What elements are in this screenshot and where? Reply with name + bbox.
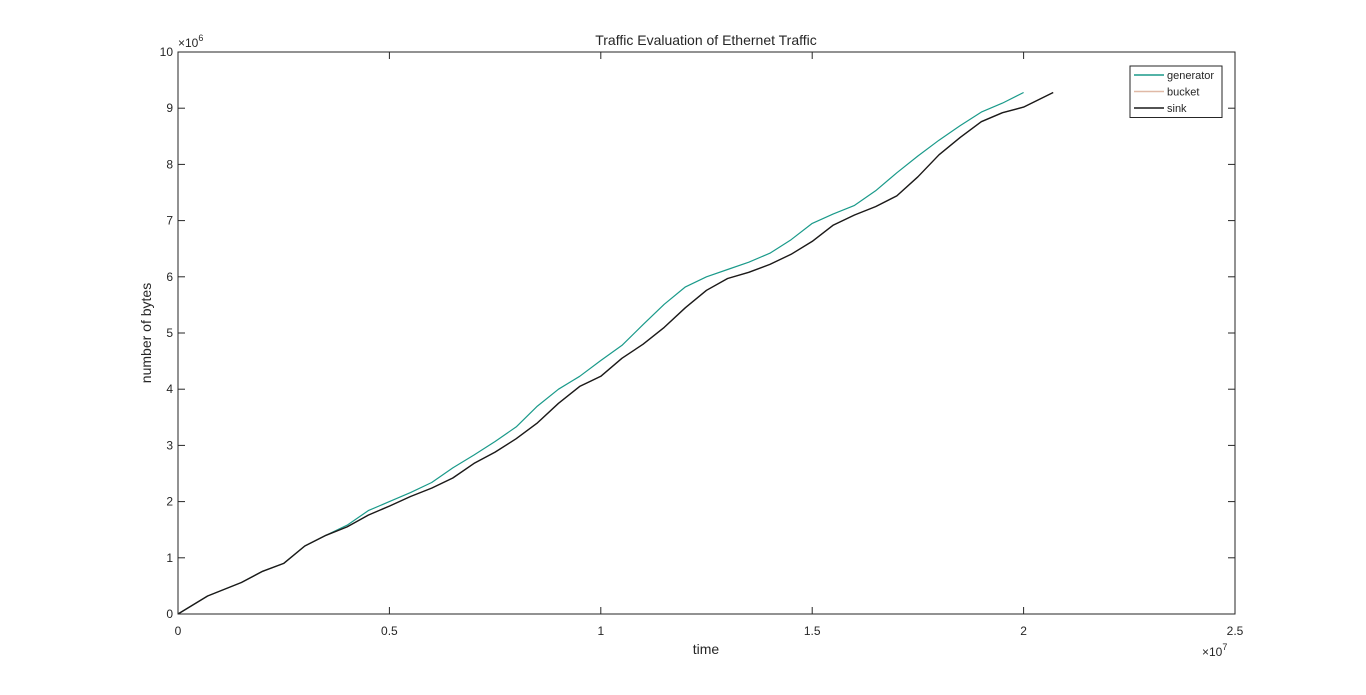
x-tick-label: 1.5 — [804, 624, 821, 638]
legend: generator bucket sink — [1129, 65, 1223, 118]
legend-label: bucket — [1167, 87, 1199, 99]
y-tick-label: 5 — [166, 326, 173, 340]
y-tick-label: 9 — [166, 101, 173, 115]
chart-title: Traffic Evaluation of Ethernet Traffic — [595, 32, 817, 48]
legend-item-generator: generator — [1134, 70, 1214, 82]
y-tick-label: 8 — [166, 157, 173, 171]
y-tick-label: 7 — [166, 214, 173, 228]
y-tick-label: 0 — [166, 607, 173, 621]
y-tick-label: 6 — [166, 270, 173, 284]
y-tick-label: 1 — [166, 551, 173, 565]
y-exponent-label: ×106 — [178, 33, 203, 50]
axes: 0 0.5 1 1.5 2 2.5 0 1 2 3 4 5 6 7 8 9 10 — [160, 45, 1244, 638]
legend-label: generator — [1167, 70, 1214, 82]
svg-text:×107: ×107 — [1202, 642, 1227, 659]
y-tick-label: 10 — [160, 45, 174, 59]
x-axis-label: time — [693, 641, 720, 657]
y-tick-label: 4 — [166, 382, 173, 396]
x-tick-label: 2 — [1020, 624, 1027, 638]
y-tick-label: 3 — [166, 438, 173, 452]
svg-text:×106: ×106 — [178, 33, 203, 50]
legend-label: sink — [1167, 103, 1187, 115]
x-exponent-label: ×107 — [1202, 642, 1227, 659]
x-tick-label: 1 — [597, 624, 604, 638]
x-tick-label: 0 — [175, 624, 182, 638]
y-axis-label: number of bytes — [138, 283, 154, 383]
x-tick-label: 0.5 — [381, 624, 398, 638]
series-line-sink — [177, 91, 1054, 615]
x-tick-label: 2.5 — [1227, 624, 1244, 638]
legend-item-sink: sink — [1134, 103, 1187, 115]
legend-item-bucket: bucket — [1134, 87, 1199, 99]
y-tick-label: 2 — [166, 495, 173, 509]
series-line-generator — [177, 91, 1024, 615]
series-lines — [177, 91, 1054, 615]
